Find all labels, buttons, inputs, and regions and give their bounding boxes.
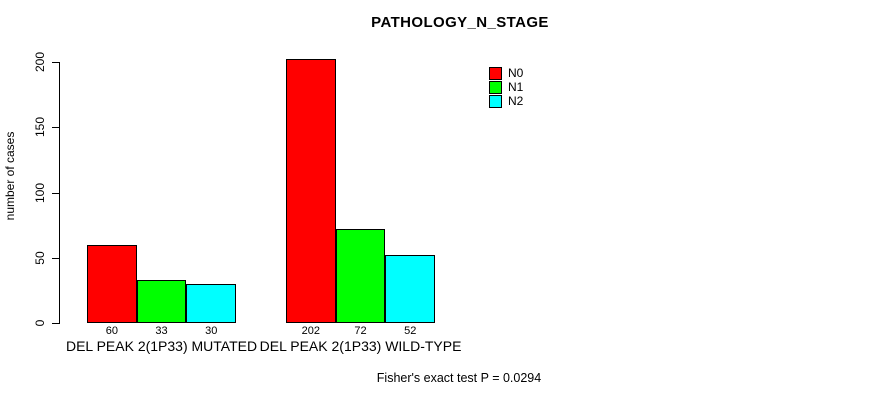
bar-value-label: 33 — [155, 325, 168, 337]
bar-n1 — [335, 229, 386, 323]
chart-title: PATHOLOGY_N_STAGE — [371, 14, 549, 31]
footnote: Fisher's exact test P = 0.0294 — [376, 371, 542, 385]
bar-n0 — [87, 244, 137, 323]
legend-swatch-icon — [489, 80, 502, 94]
legend-label: N1 — [508, 80, 524, 94]
bar-value-label: 202 — [301, 325, 321, 337]
y-axis-tick-label: 150 — [33, 116, 47, 138]
group-label: DEL PEAK 2(1P33) WILD-TYPE — [259, 338, 462, 354]
legend-label: N0 — [508, 66, 524, 80]
bar-n1 — [136, 279, 187, 323]
y-axis-tick — [52, 258, 59, 259]
legend-swatch-icon — [489, 66, 502, 80]
y-axis-label: number of cases — [3, 131, 17, 221]
group-label: DEL PEAK 2(1P33) MUTATED — [65, 338, 258, 354]
y-axis-tick-label: 100 — [33, 182, 47, 204]
bar-value-label: 52 — [404, 325, 417, 337]
bar-value-label: 72 — [354, 325, 367, 337]
legend-swatch-icon — [489, 94, 502, 108]
y-axis-tick — [52, 127, 59, 128]
y-axis-tick-label: 200 — [33, 51, 47, 73]
y-axis-tick — [52, 193, 59, 194]
y-axis-tick — [52, 62, 59, 63]
bar-value-label: 30 — [205, 325, 218, 337]
legend-item-n2: N2 — [489, 94, 523, 108]
legend-item-n1: N1 — [489, 80, 523, 94]
bar-value-label: 60 — [105, 325, 118, 337]
legend-item-n0: N0 — [489, 66, 523, 80]
y-axis-tick-label: 50 — [33, 251, 47, 265]
bar-n0 — [286, 59, 336, 323]
y-axis-line — [59, 62, 60, 324]
bar-n2 — [385, 255, 436, 323]
y-axis-tick — [52, 323, 59, 324]
legend-label: N2 — [508, 94, 524, 108]
legend: N0 N1 N2 — [489, 66, 523, 108]
bar-n2 — [186, 283, 237, 323]
